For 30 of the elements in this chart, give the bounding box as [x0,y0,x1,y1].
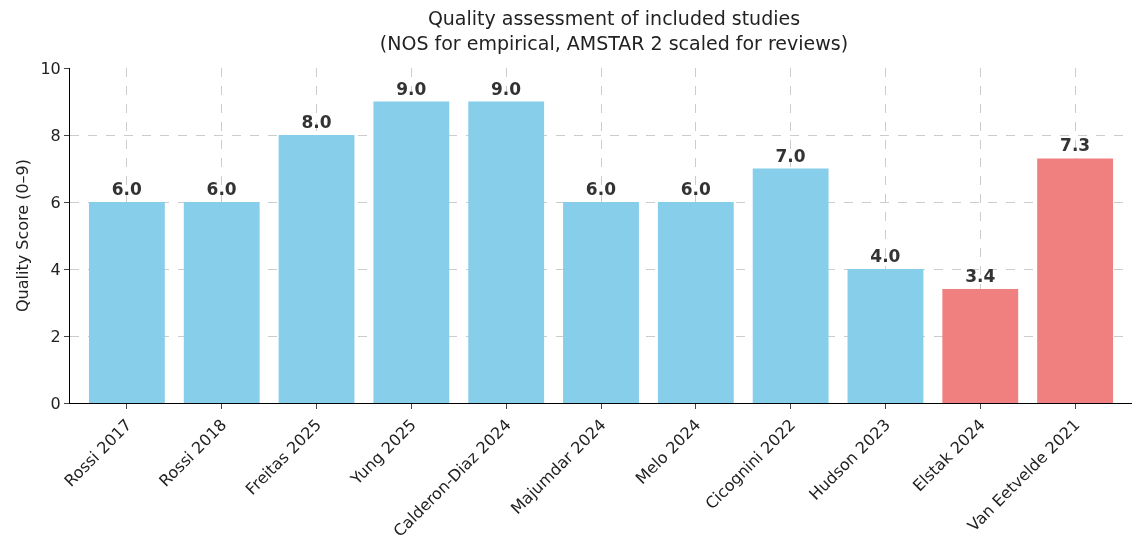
data-label: 3.4 [965,266,996,287]
y-tick-label: 10 [40,58,61,78]
bar [1037,158,1114,403]
data-label: 7.3 [1060,135,1091,156]
bar [942,289,1019,403]
data-label: 8.0 [301,112,332,132]
data-label: 7.0 [775,145,806,166]
data-label: 6.0 [585,179,617,199]
bar [657,202,734,403]
chart-title: Quality assessment of included studies (NOS for empirical, AMSTAR 2 scaled for reviews) [379,6,849,54]
bar [847,269,924,403]
y-tick-label: 6 [50,192,61,212]
bar [563,202,639,403]
bar [373,101,450,403]
data-label: 6.0 [111,179,143,199]
y-tick-label: 2 [50,326,61,346]
y-tick-label: 0 [50,393,61,413]
data-label: 4.0 [870,246,901,266]
data-label: 9.0 [491,78,522,99]
bar [88,202,165,403]
bar [752,168,829,403]
y-tick-label: 4 [50,259,61,279]
y-tick-label: 8 [50,125,61,145]
bar [468,101,545,403]
y-axis-title: Quality Score (0–9) [13,159,32,312]
data-label: 9.0 [396,78,427,99]
data-label: 6.0 [206,179,237,199]
data-label: 6.0 [680,179,711,199]
bar [183,202,260,403]
bar [278,135,355,403]
